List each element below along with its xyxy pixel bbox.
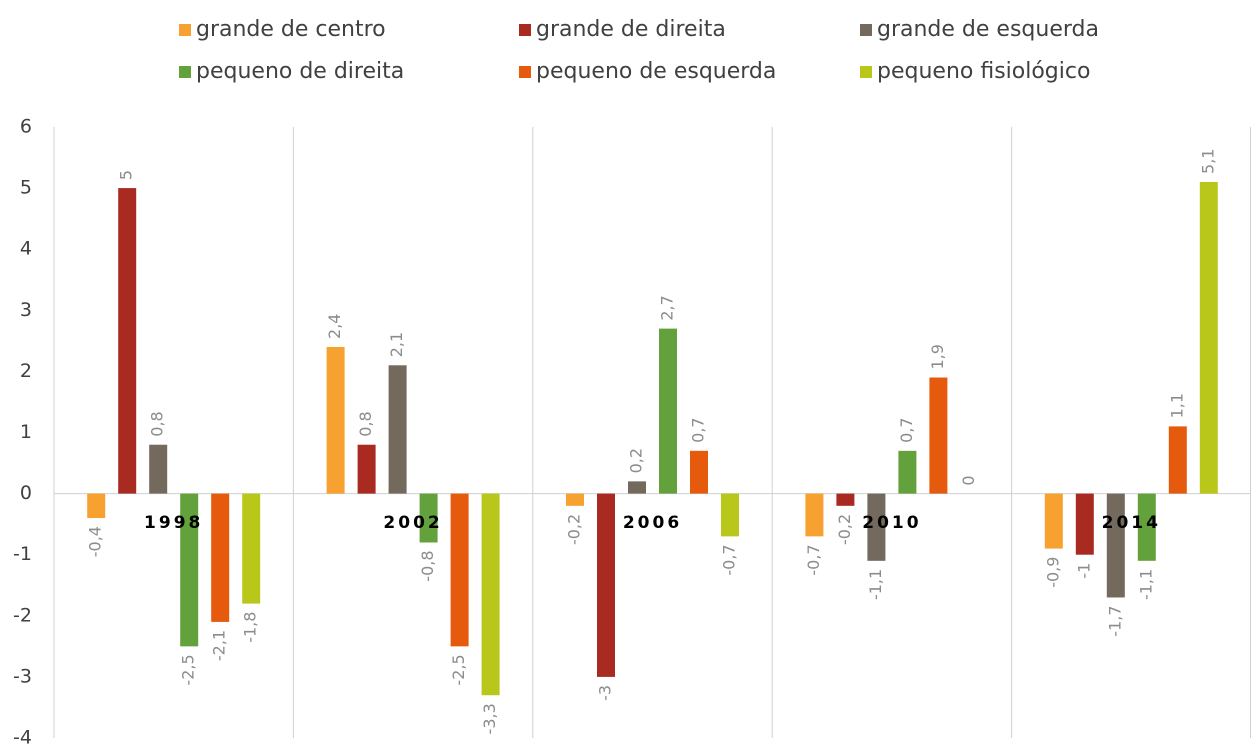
value-label: -3 <box>596 685 615 701</box>
legend-swatch <box>179 66 191 78</box>
value-label: -0,7 <box>804 544 823 575</box>
bar <box>87 493 106 519</box>
value-label: 0,8 <box>356 411 375 436</box>
bar <box>481 493 500 696</box>
value-label: 0,7 <box>689 417 708 442</box>
legend-swatch <box>179 24 191 36</box>
value-label: 5 <box>117 170 136 180</box>
bar <box>450 493 469 647</box>
bar <box>898 450 917 494</box>
value-label: -1 <box>1074 563 1093 579</box>
value-label: 0,7 <box>897 417 916 442</box>
y-tick-label: 3 <box>20 299 32 321</box>
bar <box>1075 493 1094 555</box>
value-label: -0,7 <box>720 544 739 575</box>
bar <box>242 493 261 604</box>
value-label: 5,1 <box>1198 149 1217 174</box>
y-tick-label: -3 <box>13 665 32 687</box>
y-tick-label: 5 <box>20 177 32 199</box>
y-tick-label: 6 <box>20 116 32 138</box>
bar <box>118 188 137 494</box>
legend-swatch <box>860 24 872 36</box>
x-tick-label: 2010 <box>862 513 921 533</box>
value-label: 0,8 <box>148 411 167 436</box>
legend-swatch <box>519 24 531 36</box>
x-tick-label: 2006 <box>623 513 682 533</box>
bar <box>1168 426 1187 494</box>
value-label: 2,1 <box>387 332 406 357</box>
value-label: -0,8 <box>418 550 437 581</box>
bar <box>326 346 345 494</box>
y-tick-label: 0 <box>20 482 32 504</box>
legend-label: grande de esquerda <box>877 17 1099 42</box>
bar <box>597 493 615 677</box>
bar <box>805 493 824 537</box>
y-tick-label: 1 <box>20 421 32 443</box>
value-label: -2,1 <box>210 630 229 661</box>
value-label: -1,8 <box>241 612 260 643</box>
value-label: -2,5 <box>179 654 198 685</box>
bar <box>1106 493 1125 598</box>
bar <box>836 493 855 506</box>
y-tick-label: -1 <box>13 543 32 565</box>
value-label: 0,2 <box>627 448 646 473</box>
value-label: -1,1 <box>866 569 885 600</box>
legend-label: pequeno fisiológico <box>877 59 1090 84</box>
bar <box>628 481 646 494</box>
bar <box>211 493 230 622</box>
bar <box>180 493 199 647</box>
bar <box>929 377 948 494</box>
legend-label: grande de direita <box>536 17 726 42</box>
x-tick-label: 2014 <box>1102 513 1161 533</box>
x-tick-label: 1998 <box>144 513 203 533</box>
value-label: -0,2 <box>565 514 584 545</box>
bar <box>149 444 168 494</box>
value-label: -0,4 <box>86 526 105 557</box>
value-label: -1,1 <box>1136 569 1155 600</box>
value-label: -2,5 <box>449 654 468 685</box>
bar <box>1137 493 1156 561</box>
value-label: -1,7 <box>1105 605 1124 636</box>
value-label: 1,1 <box>1167 393 1186 418</box>
bar <box>1044 493 1063 549</box>
legend-label: pequeno de esquerda <box>536 59 776 84</box>
value-label: 1,9 <box>928 344 947 369</box>
value-label: 2,7 <box>658 295 677 320</box>
bar <box>566 493 584 506</box>
bar <box>659 328 677 494</box>
bar <box>721 493 739 537</box>
legend-label: pequeno de direita <box>196 59 404 84</box>
legend-swatch <box>519 66 531 78</box>
value-label: -0,2 <box>835 514 854 545</box>
value-label: 0 <box>959 475 978 485</box>
legend-swatch <box>860 66 872 78</box>
x-tick-label: 2002 <box>383 513 442 533</box>
bar <box>690 450 708 494</box>
bar <box>388 365 407 494</box>
bar <box>1199 181 1218 494</box>
value-label: 2,4 <box>325 314 344 339</box>
bar <box>867 493 886 561</box>
bar <box>357 444 376 494</box>
value-label: -3,3 <box>480 703 499 734</box>
y-tick-label: -4 <box>13 727 32 744</box>
y-tick-label: 2 <box>20 360 32 382</box>
y-tick-label: -2 <box>13 604 32 626</box>
value-label: -0,9 <box>1043 557 1062 588</box>
legend-label: grande de centro <box>196 17 386 42</box>
bar <box>419 493 438 543</box>
y-tick-label: 4 <box>20 238 32 260</box>
